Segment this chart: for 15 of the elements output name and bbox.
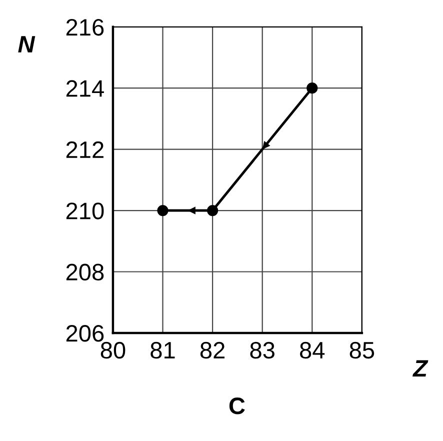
y-axis-title: N	[18, 36, 36, 52]
x-axis-title: Z	[412, 360, 428, 377]
text: C	[229, 398, 245, 414]
x-tick-label: 80	[100, 342, 126, 359]
y-tick-label: 208	[66, 264, 104, 281]
y-tick-label: 212	[66, 141, 104, 158]
y-tick-label: 210	[66, 202, 104, 220]
x-tick-label: 83	[250, 342, 274, 359]
x-tick-label: 85	[350, 342, 374, 359]
x-tick-label: 84	[300, 342, 325, 359]
y-tick-label: 216	[66, 18, 104, 36]
y-tick-label: 206	[66, 325, 104, 342]
x-tick-label: 82	[200, 342, 224, 359]
x-tick-label: 81	[150, 342, 175, 359]
y-tick-label: 214	[66, 80, 104, 97]
